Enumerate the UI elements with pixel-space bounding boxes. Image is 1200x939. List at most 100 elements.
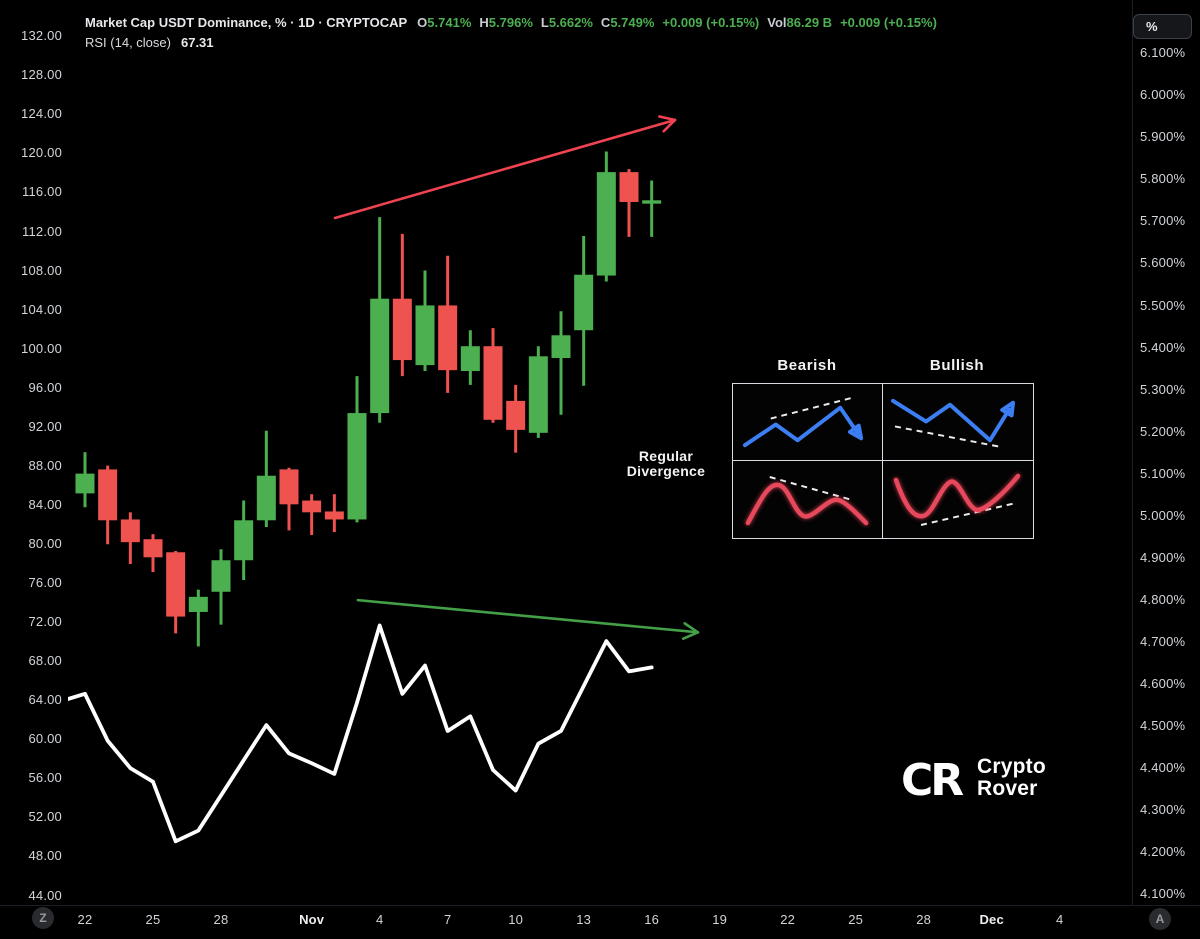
left-axis-tick: 96.00	[28, 379, 62, 395]
bullish-oscillator-wave-icon	[893, 473, 1021, 526]
bearish-header: Bearish	[777, 357, 837, 374]
left-axis-tick: 124.00	[21, 106, 62, 122]
candle-body	[279, 469, 299, 505]
left-axis-tick: 92.00	[28, 418, 62, 434]
price-change: +0.009 (+0.15%)	[662, 15, 760, 30]
time-axis-tick: 25	[145, 912, 161, 927]
right-axis-tick: 5.300%	[1140, 381, 1186, 397]
candle-body	[324, 511, 344, 520]
bearish-oscillator-pattern	[733, 461, 883, 538]
right-axis-tick: 5.500%	[1140, 297, 1186, 313]
time-axis-tick: 19	[712, 912, 728, 927]
divergence-column-headers: Bearish Bullish	[732, 357, 1032, 374]
right-axis-tick: 4.100%	[1140, 886, 1186, 902]
candle-body	[619, 172, 639, 202]
logo-mark-text: CR	[903, 755, 963, 804]
time-axis-tick: 22	[77, 912, 93, 927]
candle-body	[551, 335, 571, 358]
timezone-badge[interactable]: Z	[32, 907, 54, 929]
right-axis-tick: 4.400%	[1140, 760, 1186, 776]
candle-body	[234, 520, 254, 561]
crypto-rover-watermark: CR Crypto Rover	[903, 752, 1046, 804]
right-axis-tick: 4.500%	[1140, 718, 1186, 733]
time-axis-tick: 7	[443, 912, 452, 927]
right-axis-tick: 6.000%	[1140, 87, 1186, 103]
time-axis-tick: 4	[1055, 912, 1064, 927]
bullish-header: Bullish	[929, 357, 985, 374]
volume: Vol86.29 B	[767, 15, 833, 30]
rising-price-trend-arrow[interactable]	[333, 115, 677, 220]
candle-body	[642, 200, 662, 204]
bullish-price-pattern	[883, 384, 1033, 461]
left-axis-tick: 88.00	[28, 457, 62, 473]
ohlc-low: L5.662%	[540, 15, 593, 30]
bullish-oscillator-pattern	[883, 461, 1033, 538]
candle-body	[596, 172, 616, 276]
time-axis-tick: 28	[213, 912, 229, 927]
divergence-cheatsheet: Regular Divergence Bearish Bullish	[596, 356, 1036, 542]
crypto-rover-logo-icon: CR	[903, 755, 966, 804]
right-axis-tick: 5.800%	[1140, 171, 1186, 187]
ohlc-close: C5.749%	[600, 15, 655, 30]
left-axis-tick: 120.00	[21, 145, 62, 161]
right-axis-tick: 6.100%	[1140, 45, 1186, 61]
symbol-legend-row: Market Cap USDT Dominance, % · 1D · CRYP…	[85, 14, 945, 31]
left-axis-tick: 64.00	[28, 692, 62, 708]
candle-body	[98, 469, 118, 521]
falling-rsi-trend-arrow[interactable]	[356, 598, 700, 640]
right-axis-tick: 4.200%	[1140, 844, 1186, 860]
candle-body	[370, 298, 390, 414]
series-group	[68, 151, 662, 844]
right-axis-tick: 4.600%	[1140, 675, 1186, 691]
crypto-rover-logo-text: Crypto Rover	[977, 755, 1046, 800]
bearish-price-pattern	[733, 384, 883, 461]
percent-scale-button[interactable]: %	[1133, 14, 1192, 39]
left-axis-tick: 128.00	[21, 67, 62, 83]
bearish-price-zigzag-icon	[742, 396, 864, 448]
bullish-price-zigzag-icon	[891, 398, 1015, 449]
right-axis-tick: 5.900%	[1140, 129, 1186, 145]
chart-legend: Market Cap USDT Dominance, % · 1D · CRYP…	[85, 14, 945, 51]
volume-change: +0.009 (+0.15%)	[840, 15, 937, 30]
candle-body	[166, 552, 186, 617]
left-axis-tick: 44.00	[28, 887, 62, 903]
right-axis-tick: 5.400%	[1140, 339, 1186, 355]
left-axis-tick: 116.00	[22, 184, 62, 200]
bearish-oscillator-wave-icon	[745, 476, 869, 526]
candle-body	[143, 539, 163, 558]
candle-body	[188, 596, 208, 612]
right-axis-tick: 4.900%	[1140, 549, 1186, 565]
right-axis-tick: 4.800%	[1140, 591, 1186, 607]
right-axis-tick: 4.700%	[1140, 633, 1186, 649]
time-axis-tick: 28	[916, 912, 932, 927]
time-axis-tick: 10	[508, 912, 524, 927]
rsi-indicator-value: 67.31	[180, 35, 214, 50]
auto-scale-badge[interactable]: A	[1149, 908, 1171, 930]
right-axis-tick: 5.100%	[1140, 465, 1186, 481]
left-axis-tick: 56.00	[28, 770, 62, 786]
time-axis-tick: 22	[780, 912, 796, 927]
candle-body	[347, 413, 367, 520]
candle-body	[256, 475, 276, 521]
candle-body	[120, 519, 140, 543]
candle-body	[392, 298, 412, 361]
symbol-title[interactable]: Market Cap USDT Dominance, % · 1D · CRYP…	[85, 15, 408, 30]
left-axis-tick: 132.00	[21, 28, 62, 44]
candle-body	[438, 305, 458, 371]
time-axis-tick: Nov	[299, 912, 325, 927]
ohlc-high: H5.796%	[479, 15, 533, 30]
right-axis-tick: 5.700%	[1140, 213, 1186, 229]
candle-body	[506, 400, 526, 430]
right-axis-tick: 5.000%	[1140, 507, 1186, 523]
time-axis-tick: 25	[848, 912, 864, 927]
candle-body	[528, 356, 548, 433]
right-axis-tick: 5.600%	[1140, 255, 1186, 271]
left-axis-tick: 80.00	[28, 535, 62, 551]
left-axis-tick: 84.00	[28, 496, 62, 512]
left-axis-tick: 68.00	[28, 653, 62, 669]
time-axis-tick: 16	[644, 912, 660, 927]
candle-body	[302, 500, 322, 513]
rsi-indicator-title[interactable]: RSI (14, close)	[85, 35, 171, 50]
